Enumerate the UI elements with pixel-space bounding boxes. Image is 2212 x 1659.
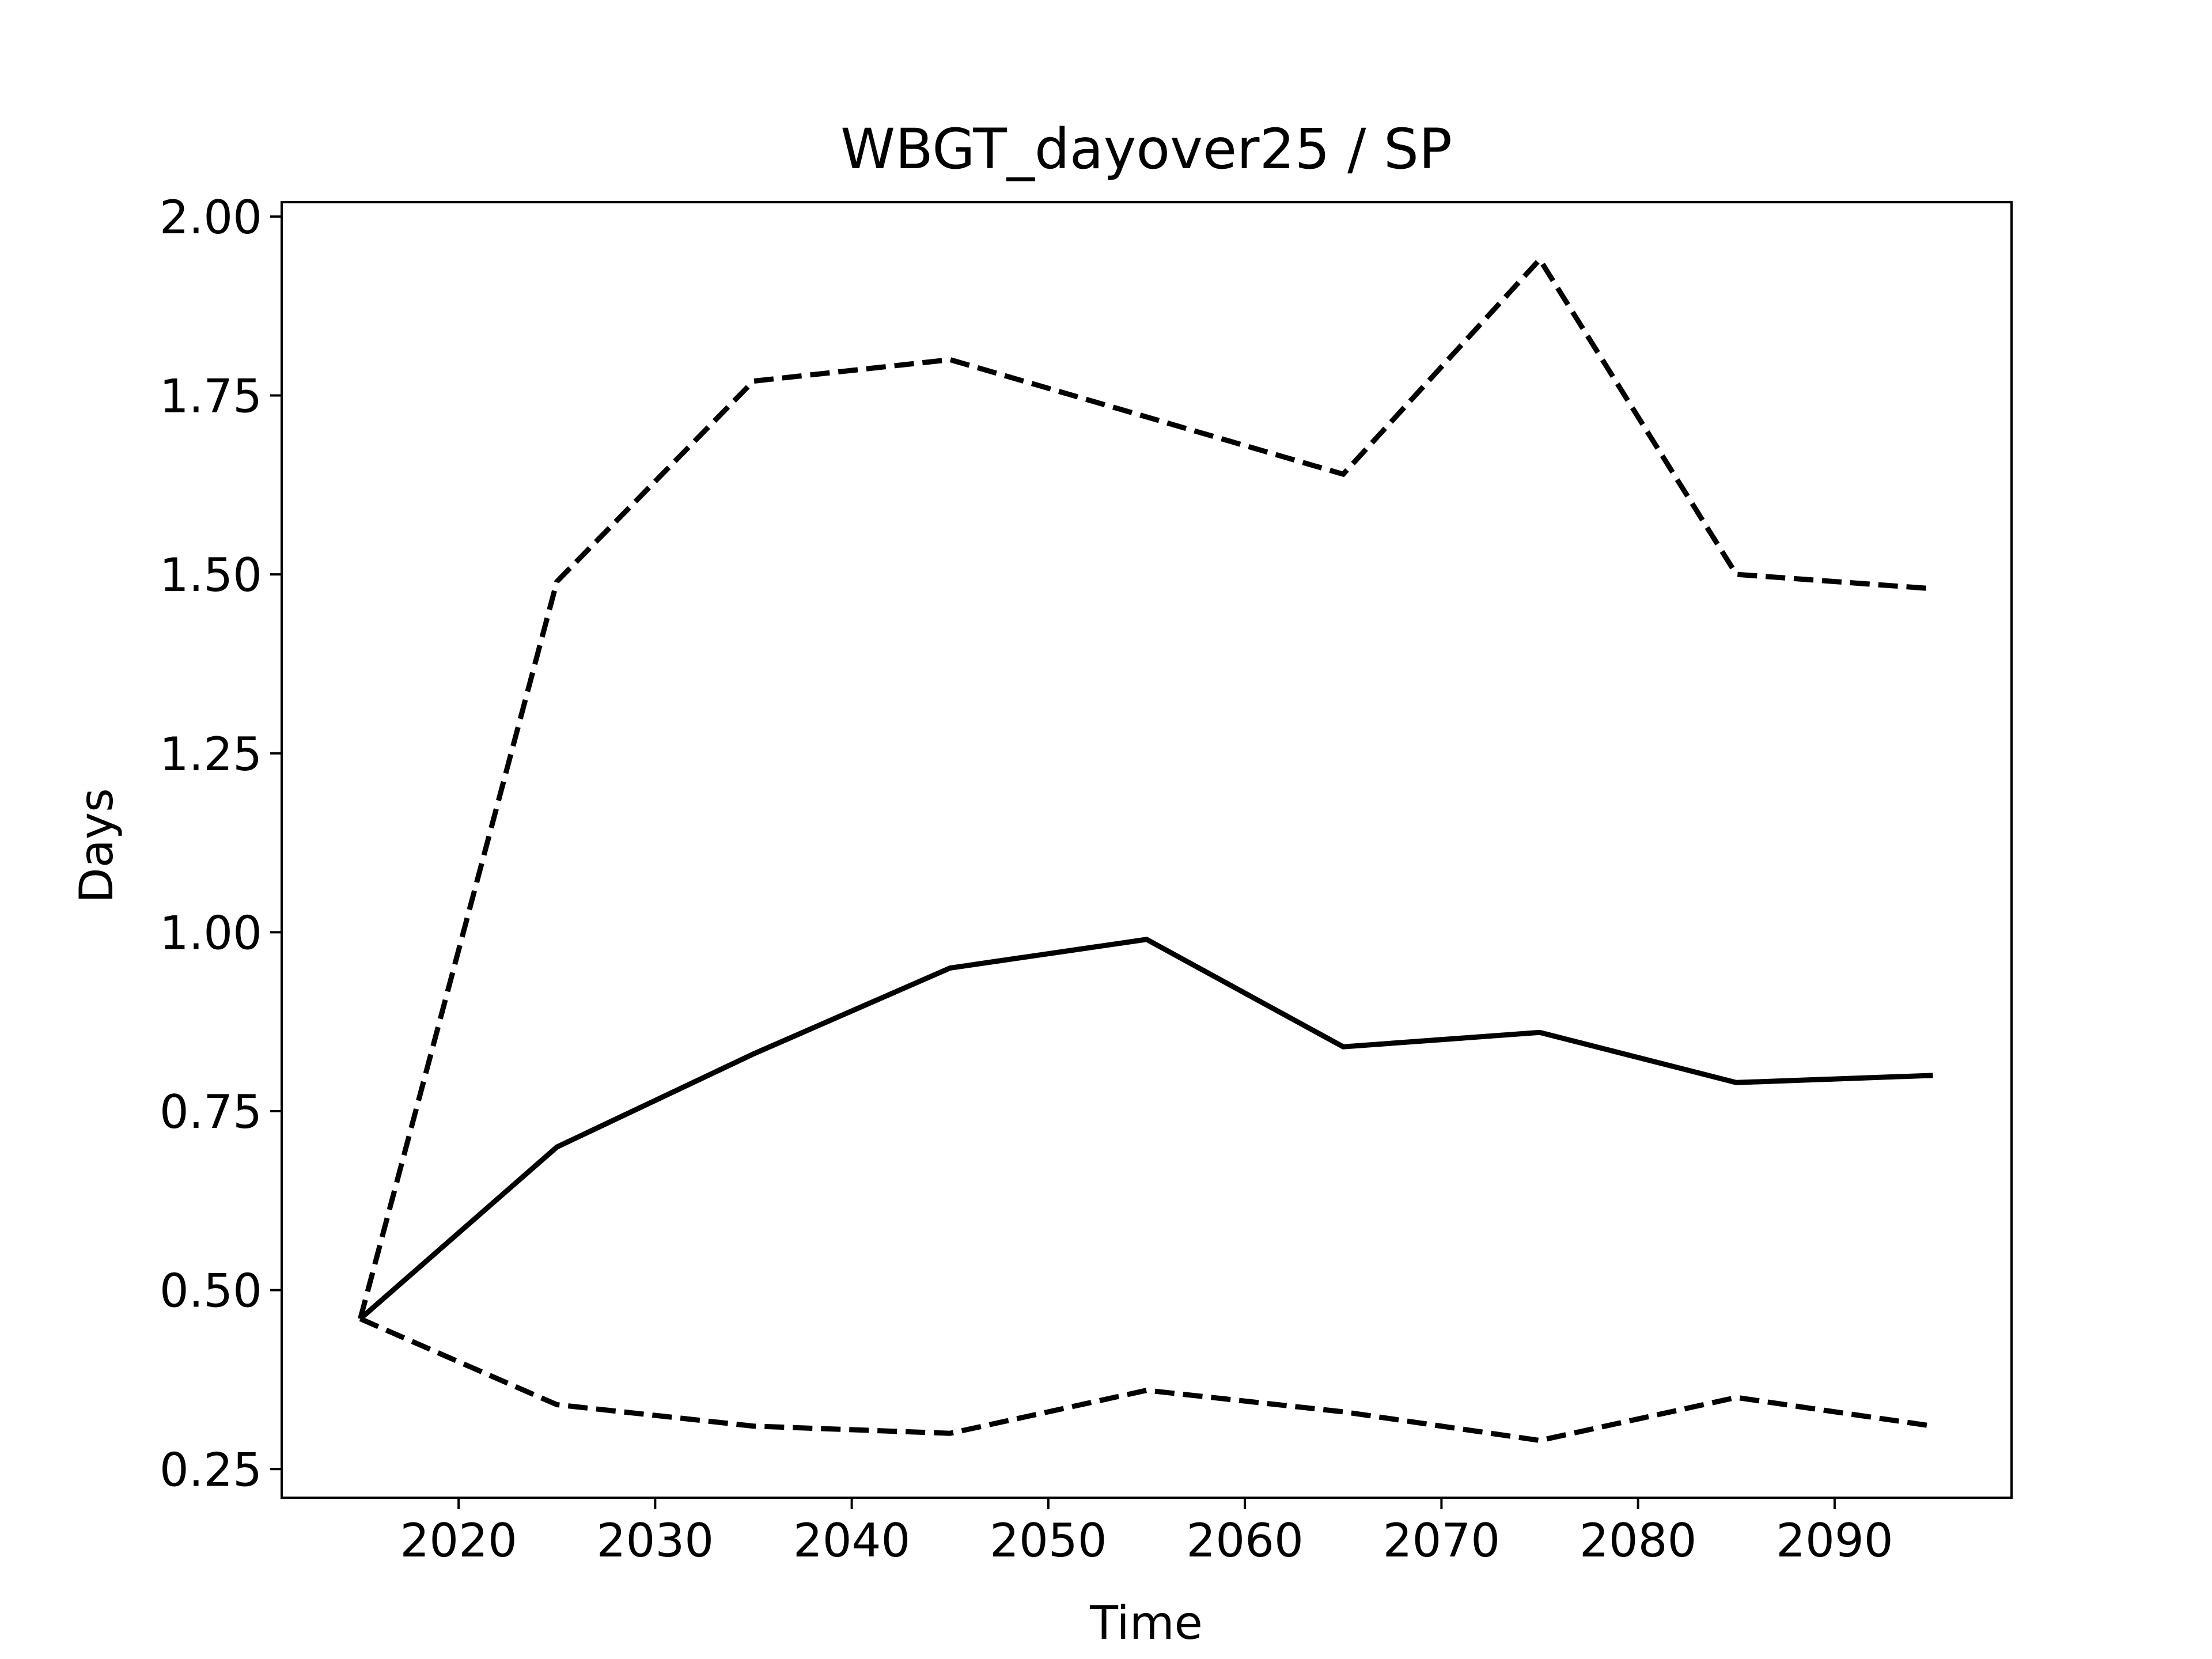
y-tick-label: 0.75	[160, 1085, 262, 1139]
x-tick-label: 2030	[597, 1514, 714, 1567]
x-tick-label: 2020	[400, 1514, 517, 1567]
y-axis-label: Days	[70, 788, 123, 903]
mean-series-line	[358, 937, 1933, 1321]
y-tick-label: 2.00	[160, 191, 262, 244]
y-tick-label: 1.75	[160, 369, 262, 423]
upper-bound-series-line	[358, 255, 1933, 1320]
x-tick-label: 2050	[990, 1514, 1107, 1567]
x-tick-label: 2070	[1383, 1514, 1501, 1567]
y-tick-label: 0.50	[160, 1264, 262, 1318]
lower-bound-series-line	[359, 1316, 1934, 1444]
y-tick-label: 0.25	[160, 1443, 262, 1497]
x-tick-label: 2080	[1580, 1514, 1697, 1567]
chart-title: WBGT_dayover25 / SP	[840, 117, 1452, 181]
y-tick-label: 1.00	[160, 906, 262, 960]
x-tick-label: 2090	[1776, 1514, 1893, 1567]
x-axis-label: Time	[1089, 1596, 1203, 1650]
y-tick-label: 1.50	[160, 548, 262, 602]
plot-area-frame	[281, 201, 2013, 1499]
ticks-layer: 2020 2030 2040 2050 2060 2070 2080 2090 0.25 0.50…	[160, 191, 1893, 1567]
y-tick-label: 1.25	[160, 728, 262, 781]
x-tick-label: 2040	[793, 1514, 911, 1567]
series-layer	[358, 255, 1934, 1444]
x-tick-label: 2060	[1186, 1514, 1304, 1567]
